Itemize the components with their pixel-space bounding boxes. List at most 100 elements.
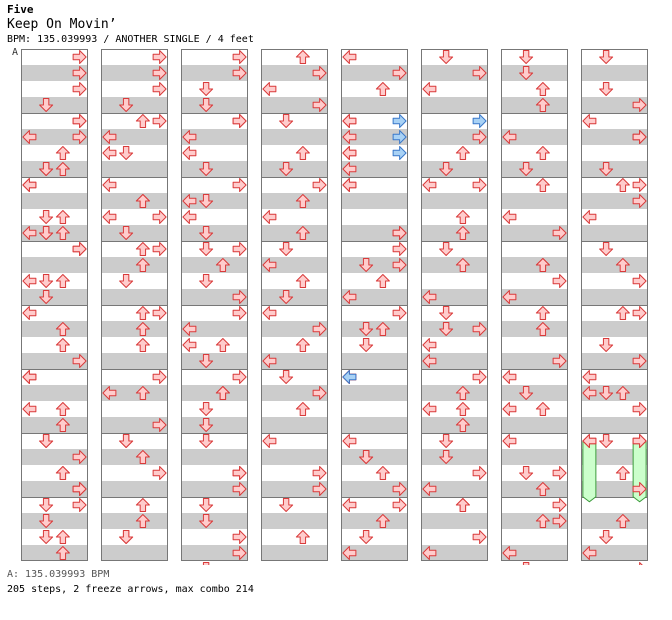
down-arrow-icon [522,562,530,565]
left-arrow-icon [502,130,517,144]
down-arrow-icon [439,434,454,448]
up-arrow-icon [135,514,150,528]
right-arrow-icon [312,466,327,480]
left-arrow-icon [22,274,37,288]
up-arrow-icon [295,226,310,240]
left-arrow-icon [262,258,277,272]
right-arrow-icon [72,354,87,368]
up-arrow-icon [295,146,310,160]
up-arrow-icon [535,402,550,416]
right-arrow-icon [632,482,647,496]
up-arrow-icon [295,530,310,544]
right-arrow-icon [312,482,327,496]
up-arrow-icon [375,514,390,528]
right-arrow-icon [72,50,87,64]
freeze-arrow-body [582,440,597,503]
up-arrow-icon [455,258,470,272]
down-arrow-icon [599,386,614,400]
down-arrow-icon [599,434,614,448]
right-arrow-icon [152,50,167,64]
left-arrow-icon [182,146,197,160]
down-arrow-icon [359,450,374,464]
left-arrow-icon [102,178,117,192]
left-arrow-icon [22,226,37,240]
right-arrow-icon [72,498,87,512]
right-arrow-icon [152,370,167,384]
left-arrow-icon [342,162,357,176]
up-arrow-icon [55,338,70,352]
up-arrow-icon [135,194,150,208]
right-arrow-icon [232,114,247,128]
down-arrow-icon [519,162,534,176]
down-arrow-icon [519,50,534,64]
right-arrow-icon [472,178,487,192]
left-arrow-icon [182,194,197,208]
right-arrow-icon [552,274,567,288]
left-arrow-icon [22,402,37,416]
up-arrow-icon [615,258,630,272]
down-arrow-icon [39,98,54,112]
footer-bpm: A: 135.039993 BPM [7,569,110,580]
down-arrow-icon [199,418,214,432]
up-arrow-icon [295,50,310,64]
left-arrow-icon [502,402,517,416]
right-arrow-icon [552,514,567,528]
down-arrow-icon [199,98,214,112]
right-arrow-icon [392,306,407,320]
left-arrow-icon [262,306,277,320]
right-arrow-icon [392,242,407,256]
right-arrow-icon [392,258,407,272]
up-arrow-icon [55,210,70,224]
down-arrow-icon [359,530,374,544]
left-arrow-icon [582,370,597,384]
down-arrow-icon [39,530,54,544]
right-arrow-icon [392,130,407,144]
up-arrow-icon [615,514,630,528]
down-arrow-icon [279,370,294,384]
right-arrow-icon [632,562,647,565]
right-arrow-icon [472,66,487,80]
left-arrow-icon [582,114,597,128]
left-arrow-icon [102,146,117,160]
right-arrow-icon [632,178,647,192]
up-arrow-icon [295,194,310,208]
left-arrow-icon [102,130,117,144]
down-arrow-icon [39,210,54,224]
up-arrow-icon [455,226,470,240]
chart-column [501,49,568,561]
right-arrow-icon [392,226,407,240]
right-arrow-icon [232,370,247,384]
right-arrow-icon [72,482,87,496]
left-arrow-icon [502,434,517,448]
up-arrow-icon [295,402,310,416]
up-arrow-icon [535,514,550,528]
left-arrow-icon [262,434,277,448]
down-arrow-icon [279,290,294,304]
down-arrow-icon [279,162,294,176]
up-arrow-icon [55,322,70,336]
right-arrow-icon [312,66,327,80]
down-arrow-icon [359,322,374,336]
right-arrow-icon [552,226,567,240]
up-arrow-icon [55,274,70,288]
right-arrow-icon [152,242,167,256]
down-arrow-icon [39,274,54,288]
up-arrow-icon [615,306,630,320]
footer-stats: 205 steps, 2 freeze arrows, max combo 21… [7,584,254,595]
right-arrow-icon [312,178,327,192]
up-arrow-icon [55,418,70,432]
up-arrow-icon [135,258,150,272]
step-chart [21,49,648,565]
right-arrow-icon [232,66,247,80]
up-arrow-icon [535,146,550,160]
left-arrow-icon [502,210,517,224]
up-arrow-icon [135,338,150,352]
left-arrow-icon [342,130,357,144]
down-arrow-icon [39,226,54,240]
left-arrow-icon [422,546,437,560]
down-arrow-icon [279,498,294,512]
left-arrow-icon [342,114,357,128]
left-arrow-icon [342,178,357,192]
right-arrow-icon [312,322,327,336]
left-arrow-icon [22,306,37,320]
